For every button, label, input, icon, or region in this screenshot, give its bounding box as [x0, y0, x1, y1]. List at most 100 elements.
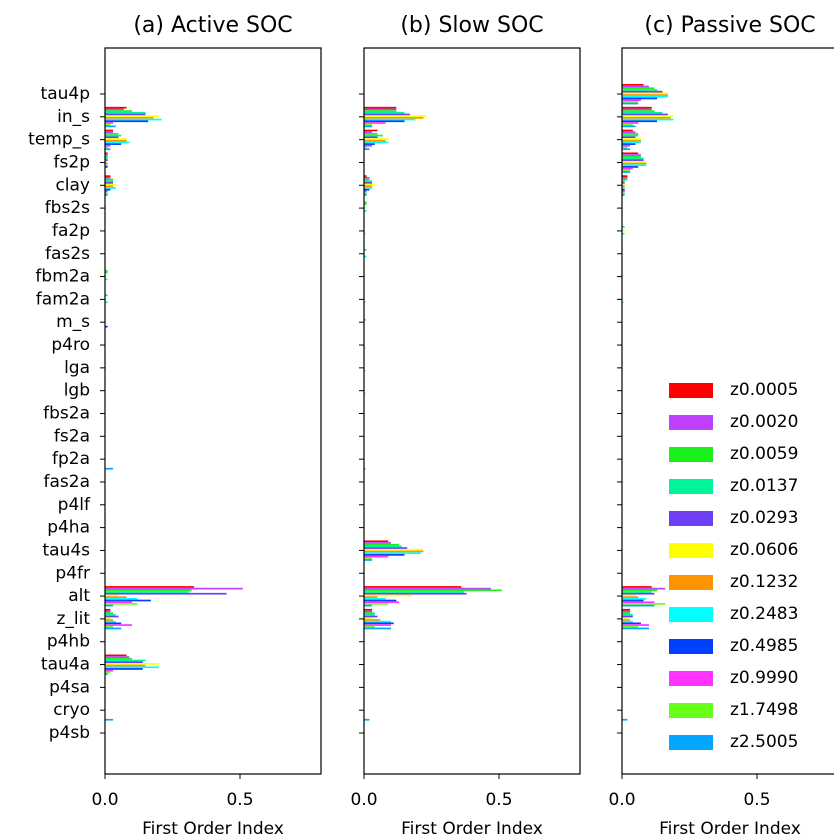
bar	[622, 148, 631, 151]
bar	[622, 152, 639, 155]
bar	[622, 601, 655, 604]
bar	[105, 193, 108, 196]
bar	[364, 182, 373, 184]
legend-label: z0.0137	[730, 476, 798, 496]
bar	[105, 668, 143, 670]
bar	[622, 164, 647, 167]
bar	[364, 615, 378, 618]
bar	[105, 325, 108, 328]
bar	[622, 110, 655, 112]
bar	[364, 603, 389, 605]
bar	[622, 192, 625, 194]
bar	[622, 185, 625, 188]
bar	[105, 141, 130, 144]
bar	[364, 115, 427, 118]
bar	[364, 187, 373, 189]
bar	[622, 155, 641, 158]
bar	[622, 167, 633, 170]
y-tick-label: lga	[64, 358, 90, 378]
bar	[105, 131, 114, 134]
bar	[622, 275, 624, 277]
bar	[105, 160, 108, 163]
bar	[364, 591, 464, 593]
bar	[622, 160, 647, 163]
bar	[105, 143, 122, 145]
legend-swatch	[669, 639, 713, 654]
bar	[364, 113, 410, 116]
y-tick-label: lgb	[64, 381, 90, 401]
bar	[364, 624, 391, 626]
legend-label: z0.0606	[730, 540, 798, 560]
bar	[105, 136, 119, 139]
bar	[364, 275, 366, 277]
bar	[105, 162, 108, 165]
y-tick-label: alt	[68, 586, 90, 606]
bar	[622, 171, 631, 173]
y-tick-label: clay	[55, 175, 90, 195]
y-tick-label: p4sb	[49, 723, 90, 743]
bar	[622, 625, 639, 628]
bar	[622, 92, 668, 95]
bar	[364, 120, 405, 123]
bar	[622, 139, 641, 142]
bar	[364, 612, 375, 614]
bar	[364, 550, 424, 553]
bar	[364, 183, 375, 186]
plot-frame	[621, 47, 834, 775]
bar	[364, 596, 378, 598]
bar	[364, 138, 389, 140]
bar	[364, 718, 370, 721]
y-tick-label: fbs2s	[45, 198, 90, 218]
bar	[622, 136, 636, 139]
bar	[105, 113, 146, 116]
bar	[105, 656, 130, 658]
bar	[105, 146, 108, 149]
bar	[364, 133, 378, 135]
y-tick-label: fas2a	[44, 472, 91, 492]
bar	[105, 120, 149, 123]
bar	[364, 467, 366, 470]
bar	[622, 604, 655, 607]
bar	[364, 610, 373, 613]
bar	[622, 169, 631, 172]
bar	[364, 594, 413, 597]
bar	[364, 555, 389, 558]
bar	[105, 617, 111, 620]
bar	[105, 592, 227, 595]
bar	[364, 346, 366, 349]
x-tick-label: 0.5	[226, 790, 253, 810]
y-tick-label: fs2p	[54, 152, 90, 172]
bar	[105, 620, 116, 623]
bar	[622, 226, 625, 228]
bar	[622, 612, 631, 614]
y-tick-label: fs2a	[54, 426, 90, 446]
bar	[105, 178, 114, 181]
bar	[364, 176, 370, 179]
bar	[622, 143, 636, 145]
bar	[622, 113, 668, 116]
bar	[105, 123, 111, 126]
bar	[364, 559, 373, 561]
bar	[364, 586, 462, 588]
y-tick-label: fbm2a	[35, 267, 90, 287]
bar	[364, 185, 373, 188]
bar	[105, 615, 119, 618]
bar	[364, 625, 375, 628]
bar	[364, 188, 370, 191]
legend-label: z0.0293	[730, 508, 798, 528]
bar	[105, 111, 146, 114]
y-tick-label: z_lit	[56, 609, 90, 629]
bar	[105, 118, 162, 121]
bar	[622, 597, 647, 600]
bar	[364, 608, 373, 611]
legend-swatch	[669, 575, 713, 590]
bar	[364, 118, 416, 121]
bar	[622, 592, 655, 595]
bar	[622, 157, 644, 160]
bar	[364, 599, 397, 602]
bar	[105, 625, 114, 628]
bar	[364, 106, 397, 109]
bar	[105, 594, 119, 597]
bar	[105, 175, 111, 177]
bar	[105, 269, 108, 272]
